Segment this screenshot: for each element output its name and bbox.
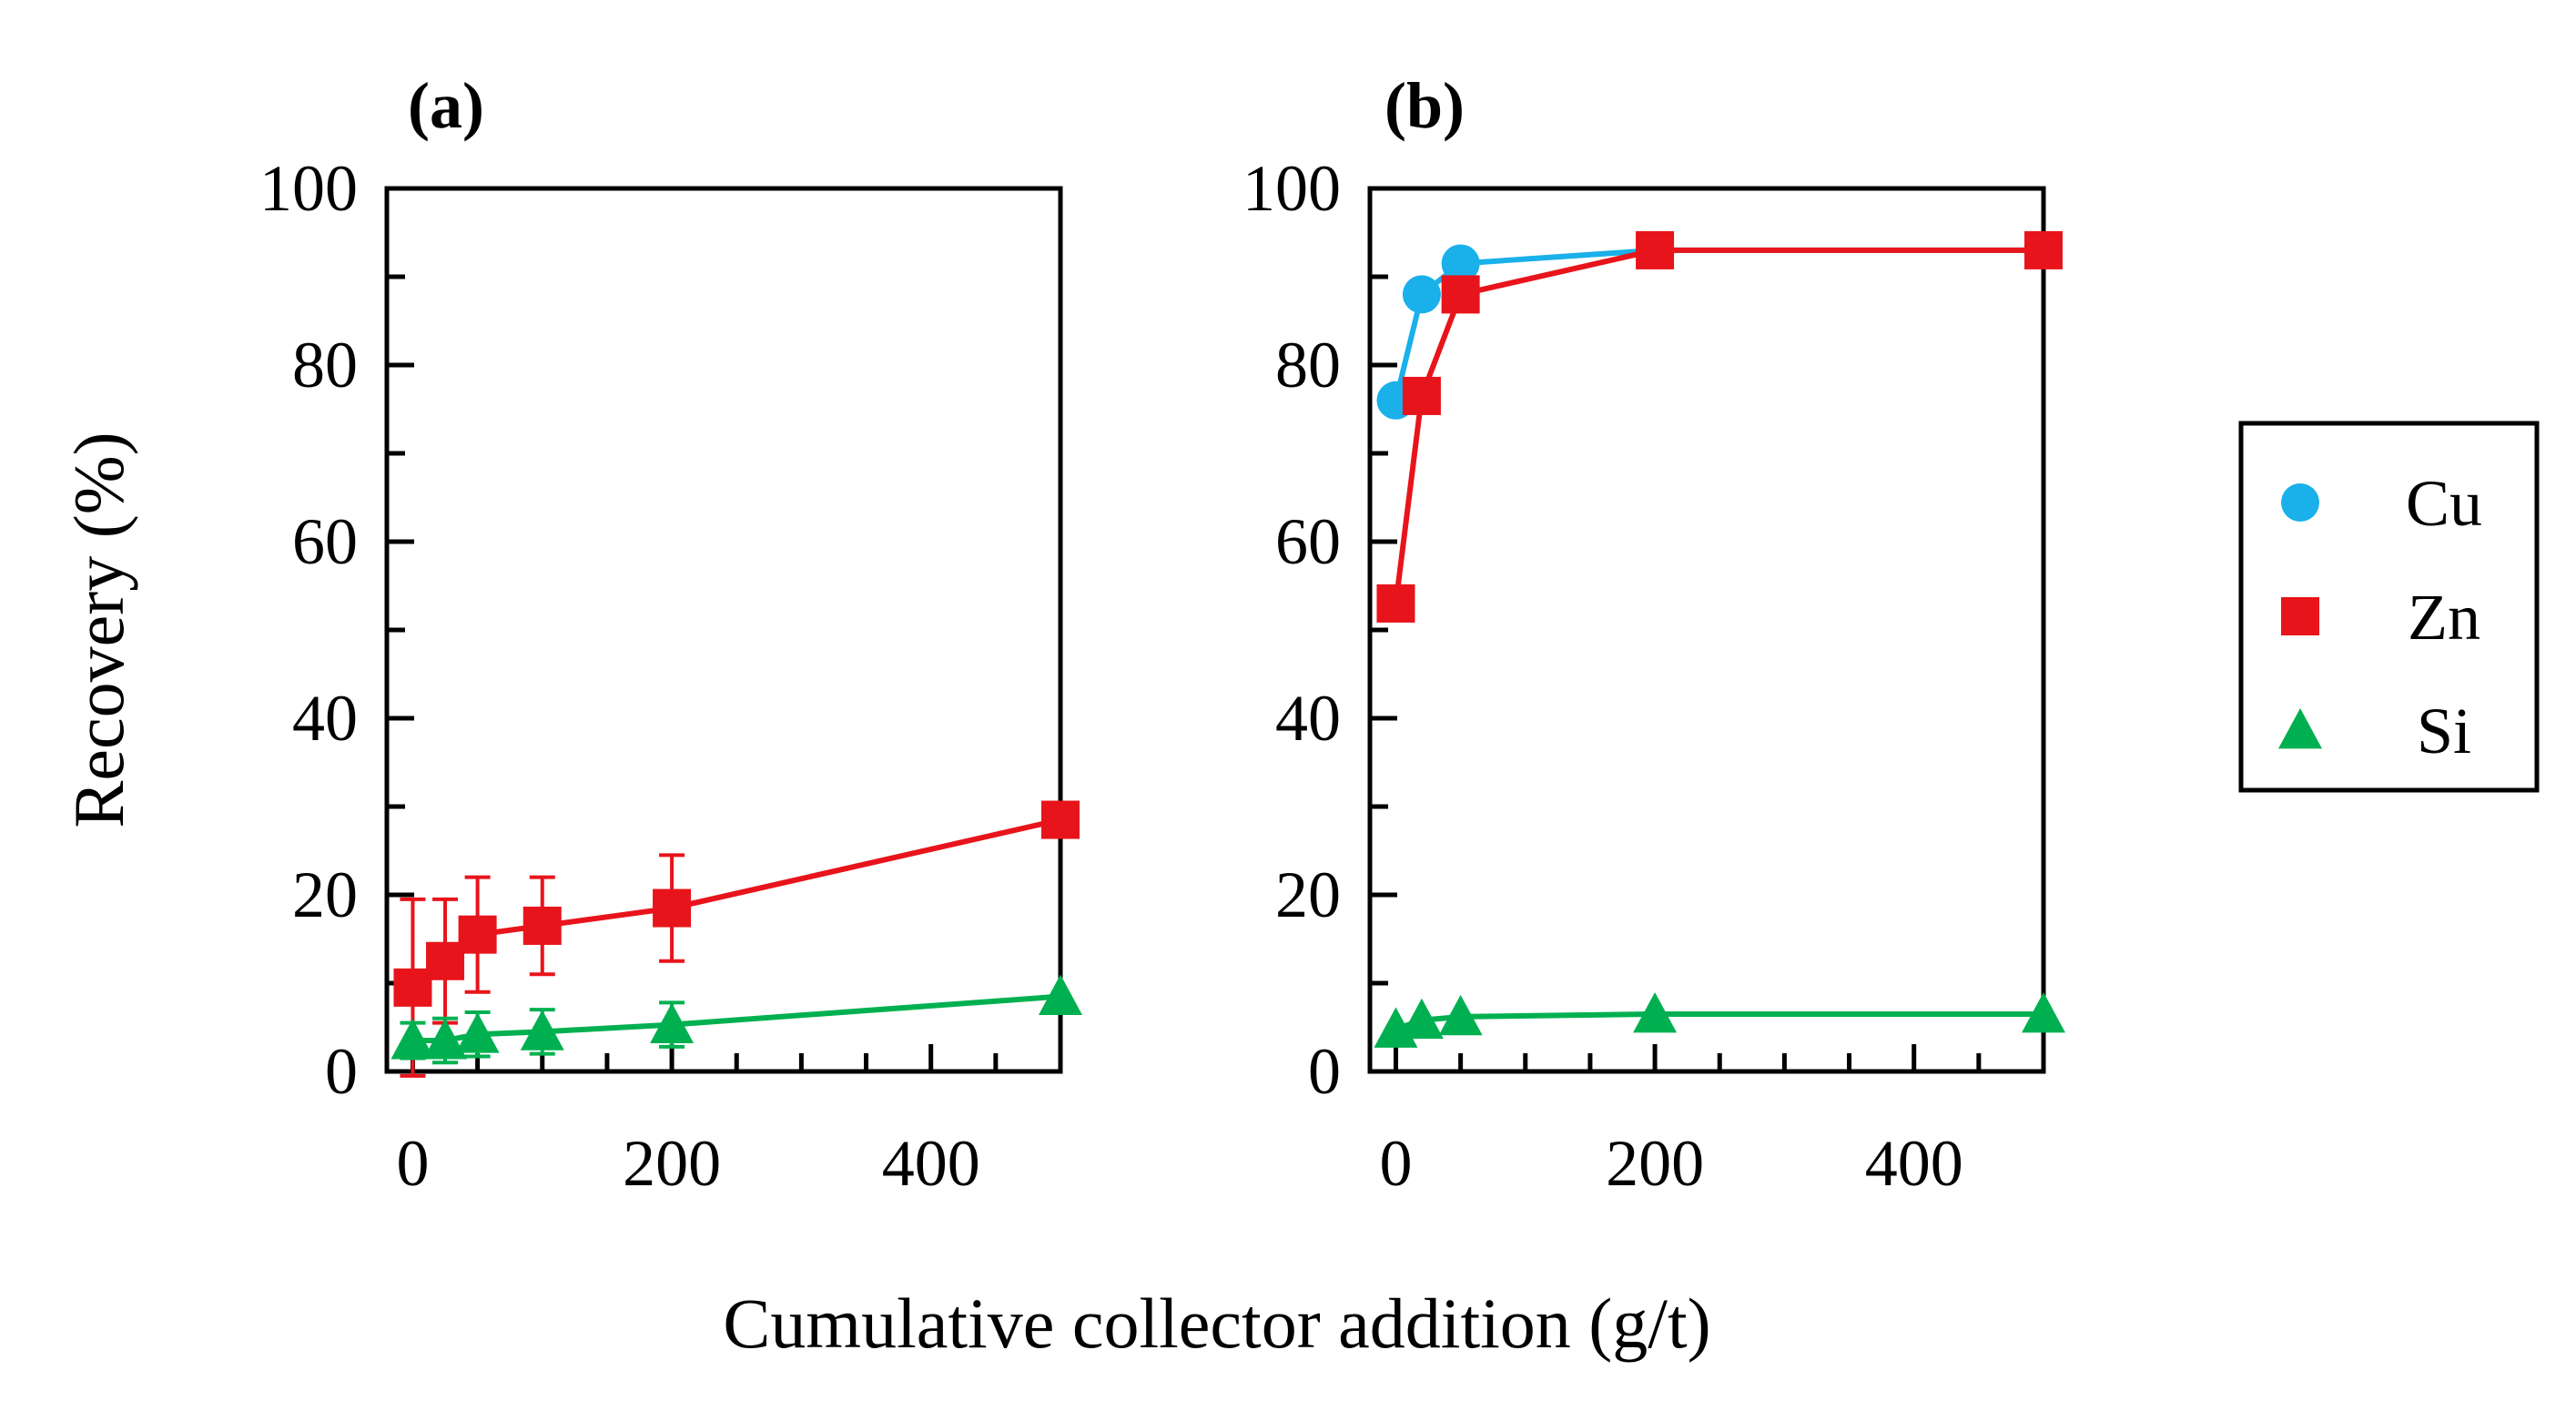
panel-a: (a) 0 20 40 60 80 100 0 200 400 xyxy=(259,69,1082,1200)
panel-b-ytick-label: 80 xyxy=(1275,329,1341,401)
panel-b-ytick-label: 100 xyxy=(1242,152,1341,225)
panel-a-ytick-label: 40 xyxy=(292,682,358,755)
panel-b-cu-point xyxy=(1441,244,1480,283)
panel-b-ytick-label: 20 xyxy=(1275,858,1341,931)
panel-a-xtick-label: 200 xyxy=(623,1127,721,1200)
panel-b-si-point xyxy=(1633,991,1678,1033)
panel-b-zn-point xyxy=(2024,230,2063,269)
legend: Cu Zn Si xyxy=(2238,421,2540,793)
legend-label-zn: Zn xyxy=(2408,581,2480,654)
legend-label-cu: Cu xyxy=(2406,467,2482,540)
panel-a-ytick-label: 20 xyxy=(292,858,358,931)
panel-a-zn-point xyxy=(426,941,465,980)
panel-a-label: (a) xyxy=(408,69,484,142)
legend-items: Cu Zn Si xyxy=(2278,467,2482,767)
legend-marker-si xyxy=(2278,708,2322,749)
panel-a-zn-point xyxy=(458,915,497,954)
panel-a-zn-point xyxy=(522,906,562,945)
panel-a-xtick-label: 400 xyxy=(882,1127,980,1200)
panel-a-ytick-label: 100 xyxy=(259,152,358,225)
panel-b-zn-point xyxy=(1376,584,1415,623)
panel-b-frame xyxy=(1367,186,2046,1074)
panel-a-ytick-label: 0 xyxy=(325,1035,358,1108)
panel-b-ticks xyxy=(1370,274,1982,1071)
panel-b-tick-labels: 0 20 40 60 80 100 0 200 400 xyxy=(1242,152,1963,1200)
panel-a-zn-line xyxy=(411,817,1061,990)
panel-b-zn-point xyxy=(1636,230,1675,269)
y-axis-title: Recovery (%) xyxy=(59,431,138,827)
panel-a-si-point xyxy=(520,1010,564,1051)
panel-b-label: (b) xyxy=(1384,69,1465,142)
panel-b-xtick-label: 200 xyxy=(1606,1127,1704,1200)
panel-b-xtick-label: 400 xyxy=(1865,1127,1963,1200)
panel-a-xtick-label: 0 xyxy=(396,1127,429,1200)
panel-a-tick-labels: 0 20 40 60 80 100 0 200 400 xyxy=(259,152,980,1200)
legend-marker-cu xyxy=(2281,483,2319,522)
panel-b-ytick-label: 60 xyxy=(1275,505,1341,578)
panel-a-zn-point xyxy=(393,968,432,1007)
panel-a-zn-point xyxy=(653,888,692,928)
panel-b-zn-line xyxy=(1393,247,2044,604)
panel-b-zn-point xyxy=(1441,275,1480,314)
panel-b-si-point xyxy=(1438,994,1483,1036)
panel-a-si-line xyxy=(412,993,1061,1044)
panel-b: (b) 0 20 40 60 80 100 0 200 400 xyxy=(1242,69,2065,1200)
legend-label-si: Si xyxy=(2417,695,2471,767)
x-axis-title: Cumulative collector addition (g/t) xyxy=(723,1284,1710,1363)
panel-a-si-point xyxy=(650,1002,695,1043)
panel-a-ytick-label: 80 xyxy=(292,329,358,401)
panel-b-marks xyxy=(1374,230,2065,1048)
panel-b-zn-point xyxy=(1402,376,1441,415)
panel-b-si-point xyxy=(2022,991,2065,1033)
panel-a-si-point xyxy=(1039,974,1082,1015)
panel-b-ytick-label: 40 xyxy=(1275,682,1341,755)
panel-a-si-point xyxy=(390,1019,435,1060)
panel-a-si-point xyxy=(423,1019,468,1060)
panel-b-ytick-label: 0 xyxy=(1308,1035,1341,1108)
panel-b-cu-line xyxy=(1393,247,2044,401)
panel-a-zn-point xyxy=(1041,800,1080,839)
panel-b-si-point xyxy=(1399,998,1444,1040)
panel-b-si-line xyxy=(1394,1010,2044,1032)
panel-a-si-point xyxy=(455,1012,500,1053)
panel-a-marks xyxy=(390,800,1082,1078)
panel-b-cu-point xyxy=(1402,275,1441,314)
panel-b-xtick-label: 0 xyxy=(1379,1127,1412,1200)
panel-a-ytick-label: 60 xyxy=(292,505,358,578)
legend-box xyxy=(2238,421,2540,793)
legend-marker-zn xyxy=(2281,597,2319,635)
